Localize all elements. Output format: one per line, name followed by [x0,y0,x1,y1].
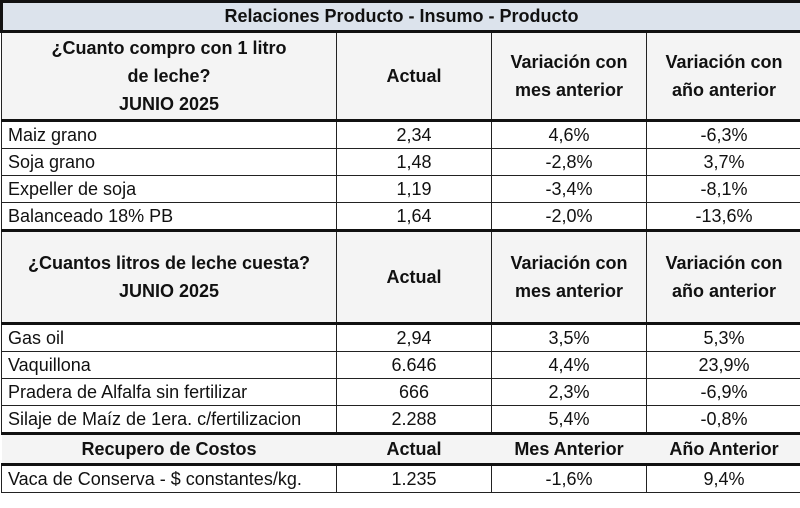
section2-period: JUNIO 2025 [118,281,220,301]
row-value: 23,9% [645,351,800,379]
row-label: Expeller de soja [1,175,337,203]
row-value: 1,64 [336,202,492,231]
section1-header: ¿Cuanto compro con 1 litro de leche? JUN… [1,30,800,122]
row-value: -3,4% [491,175,647,203]
table-row: Gas oil 2,94 3,5% 5,3% [1,323,800,352]
row-value: 2,3% [491,378,647,406]
row-value: 5,4% [491,405,647,434]
row-value: -1,6% [491,464,647,493]
row-label: Maiz grano [1,120,337,149]
column-header: Variación con año anterior [645,229,800,325]
table-title: Relaciones Producto - Insumo - Producto [0,0,800,33]
row-value: -6,3% [645,120,800,149]
column-header: Actual [336,229,492,325]
column-header: Mes Anterior [491,432,647,466]
section2-header: ¿Cuantos litros de leche cuesta? JUNIO 2… [1,229,800,325]
section1-period: JUNIO 2025 [118,94,220,114]
table-row: Vaca de Conserva - $ constantes/kg. 1.235… [1,464,800,493]
row-value: 4,4% [491,351,647,379]
table-row: Pradera de Alfalfa sin fertilizar 666 2,3%… [1,378,800,406]
column-header: Variación con mes anterior [491,229,647,325]
row-label: Silaje de Maíz de 1era. c/fertilizacion [1,405,337,434]
row-value: 4,6% [491,120,647,149]
column-header: Recupero de Costos [1,432,337,466]
title-row: Relaciones Producto - Insumo - Producto [0,0,800,33]
table-row: Maiz grano 2,34 4,6% -6,3% [1,120,800,149]
section3-header: Recupero de Costos Actual Mes Anterior A… [1,432,800,466]
row-value: 3,5% [491,323,647,352]
row-value: -13,6% [645,202,800,231]
row-value: 6.646 [336,351,492,379]
row-label: Gas oil [1,323,337,352]
section2-question-cell: ¿Cuantos litros de leche cuesta? JUNIO 2… [1,229,337,325]
column-header: Variación con mes anterior [491,30,647,122]
row-value: -0,8% [645,405,800,434]
table-row: Balanceado 18% PB 1,64 -2,0% -13,6% [1,202,800,231]
row-value: -6,9% [645,378,800,406]
row-value: 2.288 [336,405,492,434]
table-row: Expeller de soja 1,19 -3,4% -8,1% [1,175,800,203]
table-row: Silaje de Maíz de 1era. c/fertilizacion 2… [1,405,800,434]
row-label: Pradera de Alfalfa sin fertilizar [1,378,337,406]
column-header: Actual [336,432,492,466]
row-label: Vaca de Conserva - $ constantes/kg. [1,464,337,493]
column-header: Actual [336,30,492,122]
row-value: -2,0% [491,202,647,231]
row-value: 1,48 [336,148,492,176]
table-row: Soja grano 1,48 -2,8% 3,7% [1,148,800,176]
column-header: Año Anterior [646,432,800,466]
row-label: Vaquillona [1,351,337,379]
relaciones-table: Relaciones Producto - Insumo - Producto … [0,0,800,493]
table-row: Vaquillona 6.646 4,4% 23,9% [1,351,800,379]
row-value: 3,7% [645,148,800,176]
row-label: Balanceado 18% PB [1,202,337,231]
row-value: 1,19 [336,175,492,203]
row-value: 2,94 [336,323,492,352]
row-value: 2,34 [336,120,492,149]
row-value: 1.235 [336,464,492,493]
row-value: -2,8% [491,148,647,176]
section1-question: ¿Cuanto compro con 1 litro de leche? [51,38,287,86]
row-label: Soja grano [1,148,337,176]
row-value: -8,1% [645,175,800,203]
row-value: 666 [336,378,492,406]
section2-question: ¿Cuantos litros de leche cuesta? [27,253,311,273]
column-header: Variación con año anterior [645,30,800,122]
section1-question-cell: ¿Cuanto compro con 1 litro de leche? JUN… [1,30,337,122]
row-value: 9,4% [645,464,800,493]
row-value: 5,3% [645,323,800,352]
